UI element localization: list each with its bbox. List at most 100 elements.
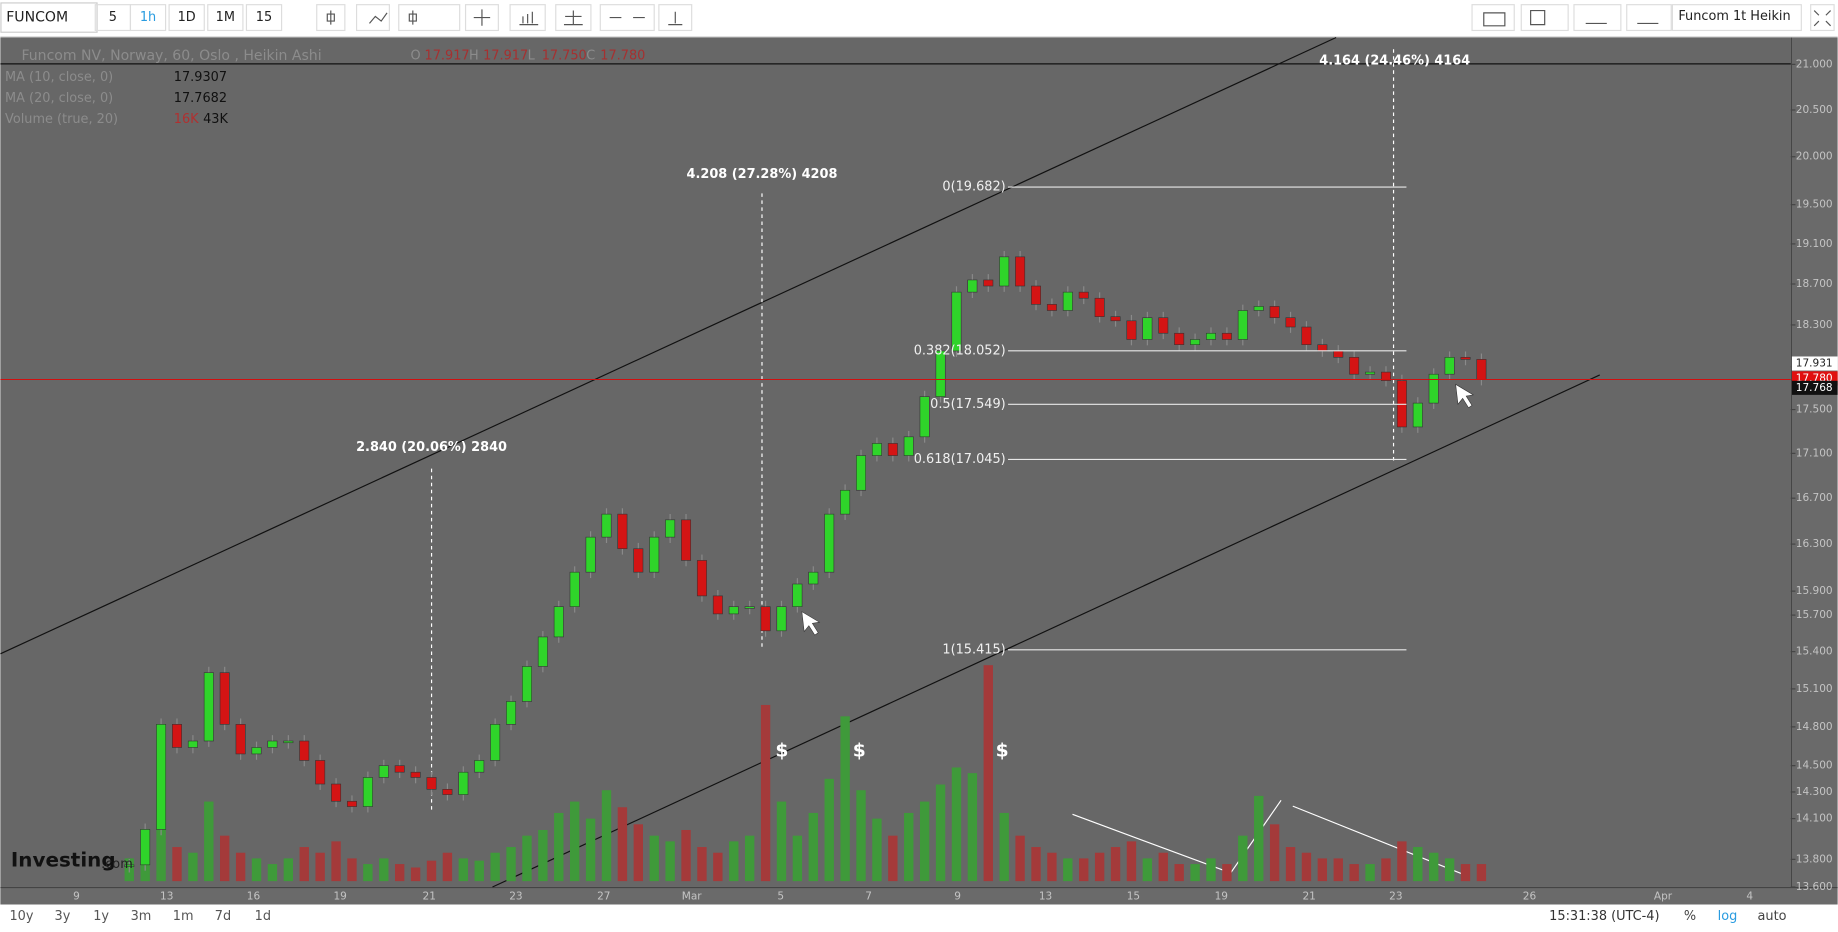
range-button[interactable]: 3y (55, 909, 71, 924)
volume-bar (617, 807, 628, 882)
save-icon[interactable] (1626, 4, 1672, 32)
range-button[interactable]: 3m (131, 909, 152, 924)
candle (1110, 316, 1121, 322)
volume-bar (1142, 858, 1153, 882)
candle (315, 760, 326, 785)
volume-bar (1190, 864, 1200, 882)
range-button[interactable]: 7d (215, 909, 231, 924)
interval[interactable]: 1D (178, 10, 196, 25)
ohlc-value: 17.780 (600, 49, 645, 64)
y-tick-label: 13.600 (1796, 881, 1833, 893)
drawing-icon[interactable] (1520, 4, 1569, 32)
interval[interactable]: 5 (109, 10, 117, 25)
load-icon[interactable] (1573, 4, 1622, 32)
range-button[interactable]: 1d (255, 909, 271, 924)
candle (871, 443, 882, 456)
volume-bar (554, 812, 564, 882)
volume-bar (1349, 864, 1359, 882)
range-button[interactable]: 10y (9, 909, 33, 924)
candle (299, 740, 310, 761)
candle (267, 740, 278, 748)
candle (458, 771, 469, 795)
candle (1476, 359, 1487, 380)
y-tick-label: 16.700 (1796, 492, 1833, 504)
volume-bar (474, 860, 484, 882)
volume-bar (522, 835, 532, 882)
fib-label: 0.382(18.052) (914, 343, 1006, 358)
volume-bar (1429, 852, 1439, 882)
study-value: 17.7682 (174, 91, 227, 106)
volume-bar (935, 784, 946, 882)
indicators-icon[interactable] (509, 4, 546, 32)
watermark: Investing (11, 849, 116, 872)
interval[interactable]: 15 (256, 10, 272, 25)
fib-label: 0.618(17.045) (914, 452, 1006, 467)
layout-name[interactable]: Funcom 1t Heikin (1678, 9, 1790, 24)
y-tick-label: 18.700 (1796, 278, 1833, 290)
volume-bar (251, 858, 262, 882)
layout-button[interactable] (1671, 4, 1802, 32)
candle (283, 740, 294, 744)
candle (633, 548, 644, 573)
interval[interactable]: 1h (140, 10, 156, 25)
candle (1094, 297, 1105, 317)
candle (919, 396, 930, 438)
compare-icon[interactable] (555, 4, 592, 32)
candle (649, 536, 660, 573)
candle (856, 455, 867, 491)
volume-bar (204, 801, 214, 882)
candle (601, 513, 612, 538)
interval-button[interactable] (207, 4, 244, 32)
interval[interactable]: 1M (216, 10, 235, 25)
candle-icon[interactable] (316, 4, 346, 32)
scale-option[interactable]: % (1684, 909, 1696, 924)
volume-bar (967, 773, 978, 882)
candle (1412, 402, 1423, 428)
volume-bar (426, 860, 437, 882)
volume-bar (299, 847, 309, 882)
volume-bar (1158, 852, 1168, 882)
fullscreen-icon[interactable] (1810, 4, 1835, 32)
line-icon[interactable] (355, 4, 390, 32)
volume-bar (1015, 835, 1025, 882)
candle (744, 606, 755, 609)
candle (426, 777, 437, 790)
undo-redo-icon[interactable] (599, 4, 655, 32)
toolbar (0, 0, 1838, 38)
chart-style-icon[interactable] (398, 4, 461, 32)
volume-bar (1317, 858, 1328, 882)
range-button[interactable]: 1y (93, 909, 109, 924)
y-tick-label: 15.900 (1796, 585, 1833, 597)
interval-button[interactable] (168, 4, 205, 32)
range-button[interactable]: 1m (173, 909, 194, 924)
volume-bar (490, 852, 500, 882)
alert-icon[interactable] (658, 4, 693, 32)
volume-bar (840, 716, 850, 882)
symbol-box[interactable] (0, 2, 98, 33)
snapshot-icon[interactable] (1471, 4, 1515, 32)
settings-icon[interactable] (464, 4, 499, 32)
volume-bar (315, 852, 325, 882)
price-tag (1791, 356, 1838, 371)
symbol[interactable]: FUNCOM (6, 10, 68, 26)
dividend-marker: $ (996, 741, 1009, 762)
candle (378, 765, 389, 778)
volume-bar (585, 818, 596, 882)
candle (1062, 291, 1073, 311)
interval-button[interactable] (245, 4, 283, 32)
volume-bar (1110, 847, 1121, 882)
volume-bar (1254, 795, 1264, 882)
volume-bar (744, 835, 755, 882)
interval-button[interactable] (129, 4, 167, 32)
candle (887, 443, 898, 456)
candle (728, 606, 739, 615)
watermark: .com (101, 857, 133, 872)
scale-option[interactable]: auto (1758, 909, 1787, 924)
volume-bar (824, 778, 834, 882)
x-tick-label: 26 (1523, 890, 1537, 902)
scale-option[interactable]: log (1718, 909, 1738, 924)
candle (1460, 356, 1471, 360)
volume-bar (506, 847, 516, 882)
volume-bar (1031, 847, 1041, 882)
